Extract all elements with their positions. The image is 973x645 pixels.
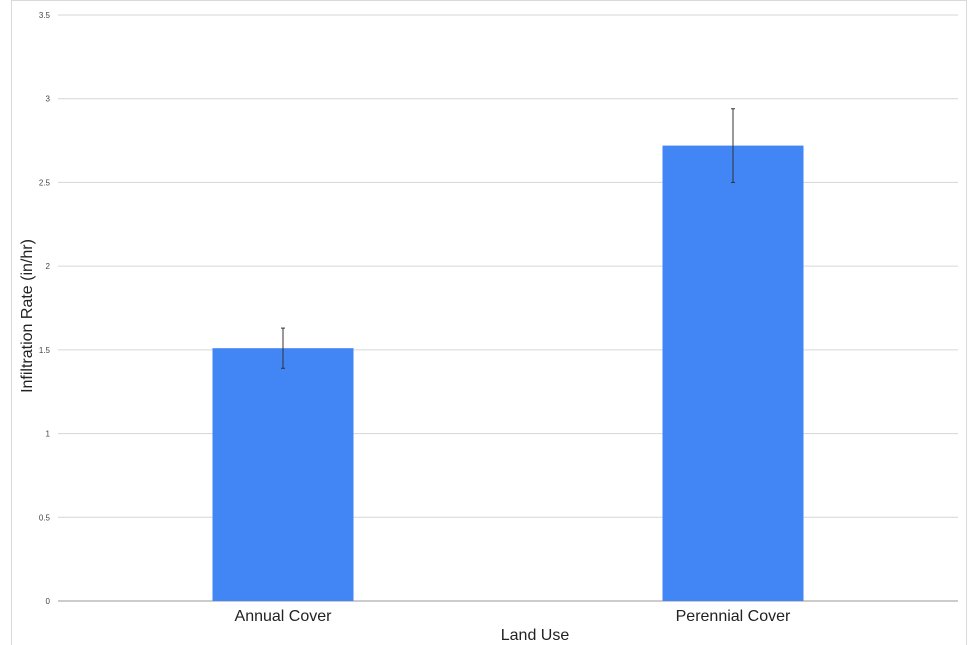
gridlines — [58, 14, 958, 602]
x-category-label: Perennial Cover — [676, 608, 791, 625]
x-axis-title: Land Use — [501, 627, 570, 644]
y-tick-label: 0 — [46, 597, 51, 606]
y-tick-label: 2.5 — [39, 178, 51, 187]
bar — [212, 348, 354, 601]
y-tick-label: 0.5 — [39, 513, 51, 522]
y-axis-ticks: 0 0.5 1 1.5 2 2.5 3 3.5 — [39, 11, 51, 606]
x-axis-categories: Annual Cover Perennial Cover — [235, 608, 792, 625]
y-axis-title: Infiltration Rate (in/hr) — [19, 239, 36, 393]
error-bars — [281, 108, 735, 369]
y-tick-label: 1 — [46, 430, 51, 439]
bars — [212, 145, 804, 601]
bar — [662, 145, 804, 601]
y-tick-label: 2 — [46, 262, 51, 271]
x-category-label: Annual Cover — [235, 608, 333, 625]
chart-frame — [11, 0, 967, 645]
y-tick-label: 1.5 — [39, 346, 51, 355]
y-tick-label: 3.5 — [39, 11, 51, 20]
y-tick-label: 3 — [46, 95, 51, 104]
